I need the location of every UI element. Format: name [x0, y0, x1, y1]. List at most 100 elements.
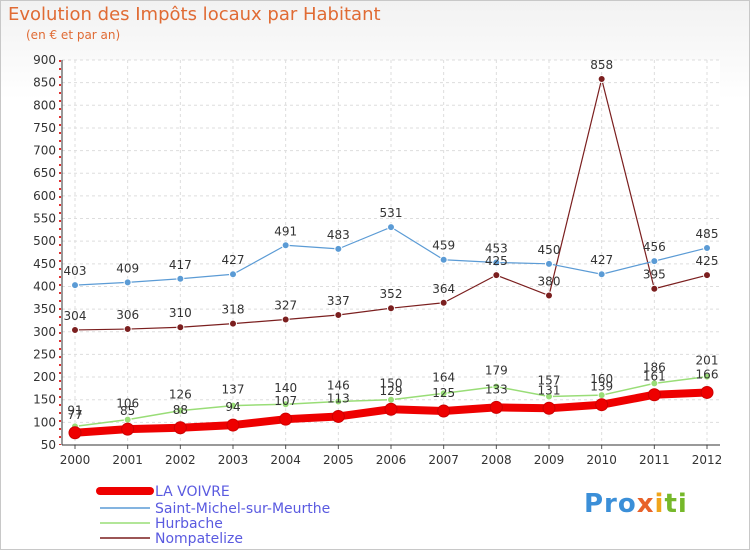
data-label: 126 [169, 388, 192, 402]
data-label: 425 [696, 254, 719, 268]
data-point [334, 311, 343, 320]
data-point [703, 271, 711, 280]
data-label: 409 [116, 261, 139, 275]
data-label: 456 [643, 240, 666, 254]
y-tick-label: 450 [33, 257, 56, 271]
y-tick-label: 350 [33, 302, 56, 316]
x-tick-label: 2012 [692, 453, 723, 467]
data-label: 459 [432, 239, 455, 253]
y-tick-label: 500 [33, 234, 56, 248]
data-point [68, 426, 82, 440]
y-tick-label: 200 [33, 370, 56, 384]
data-label: 364 [432, 282, 455, 296]
data-point [229, 319, 237, 328]
y-tick-label: 150 [33, 393, 56, 407]
data-label: 85 [120, 404, 135, 418]
data-label: 306 [116, 308, 139, 322]
data-point [229, 270, 237, 279]
data-point [281, 241, 290, 250]
x-tick-label: 2010 [586, 453, 617, 467]
data-point [703, 243, 711, 252]
data-point [331, 409, 345, 423]
y-tick-label: 250 [33, 347, 56, 361]
y-tick-label: 100 [33, 415, 56, 429]
data-label: 380 [538, 275, 561, 289]
data-label: 858 [590, 58, 613, 72]
data-point [123, 325, 132, 334]
data-label: 450 [538, 243, 561, 257]
data-point [650, 257, 659, 266]
data-point [703, 372, 711, 381]
data-label: 425 [485, 254, 508, 268]
y-tick-label: 700 [33, 144, 56, 158]
data-label: 107 [274, 394, 297, 408]
data-label: 133 [485, 382, 508, 396]
y-tick-label: 300 [33, 325, 56, 339]
x-tick-label: 2004 [270, 453, 301, 467]
legend-label: Nompatelize [155, 531, 243, 547]
proxiti-logo[interactable]: Proxiti [584, 489, 688, 519]
data-label: 94 [225, 400, 240, 414]
data-point [439, 255, 448, 264]
data-label: 161 [643, 370, 666, 384]
data-label: 137 [222, 383, 245, 397]
logo-part-4: ti [664, 489, 688, 519]
data-point [71, 325, 79, 334]
data-point [545, 259, 553, 268]
data-point [597, 270, 606, 279]
data-label: 337 [327, 294, 350, 308]
x-tick-label: 2000 [60, 453, 91, 467]
data-label: 352 [380, 287, 403, 301]
data-label: 125 [432, 386, 455, 400]
y-tick-label: 850 [33, 76, 56, 90]
y-tick-label: 650 [33, 166, 56, 180]
x-tick-label: 2007 [428, 453, 459, 467]
data-point [173, 421, 187, 435]
data-point [387, 223, 395, 232]
data-point [279, 412, 293, 426]
data-label: 483 [327, 228, 350, 242]
data-point [281, 400, 290, 409]
data-label: 310 [169, 306, 192, 320]
data-point [545, 392, 553, 401]
data-label: 146 [327, 379, 350, 393]
data-point [542, 401, 556, 415]
x-tick-label: 2008 [481, 453, 512, 467]
data-point [229, 401, 237, 410]
y-tick-label: 50 [41, 438, 56, 452]
data-label: 157 [538, 374, 561, 388]
data-label: 91 [67, 403, 82, 417]
data-label: 531 [380, 206, 403, 220]
data-point [700, 385, 714, 399]
data-point [437, 404, 451, 418]
legend-label: Saint-Michel-sur-Meurthe [155, 501, 330, 517]
data-label: 318 [222, 303, 245, 317]
data-label: 453 [485, 241, 508, 255]
data-point [492, 382, 501, 391]
data-point [650, 379, 659, 388]
data-point [387, 304, 395, 313]
data-point [647, 388, 661, 402]
data-label: 427 [590, 253, 613, 267]
data-label: 88 [173, 403, 188, 417]
data-point [334, 397, 343, 406]
x-tick-label: 2005 [323, 453, 354, 467]
data-point [384, 402, 398, 416]
logo-part-1: Pro [584, 489, 637, 519]
y-tick-label: 750 [33, 121, 56, 135]
y-tick-label: 550 [33, 212, 56, 226]
chart-subtitle: (en € et par an) [26, 28, 121, 42]
data-label: 113 [327, 391, 350, 405]
data-label: 395 [643, 268, 666, 282]
data-label: 131 [538, 383, 561, 397]
logo-part-3: i [654, 489, 665, 519]
data-label: 140 [274, 381, 297, 395]
data-point [439, 389, 448, 398]
legend-label: Hurbache [155, 516, 223, 532]
data-label: 201 [696, 354, 719, 368]
y-tick-label: 900 [33, 53, 56, 67]
data-point [121, 422, 135, 436]
data-point [650, 284, 659, 293]
data-label: 179 [485, 364, 508, 378]
